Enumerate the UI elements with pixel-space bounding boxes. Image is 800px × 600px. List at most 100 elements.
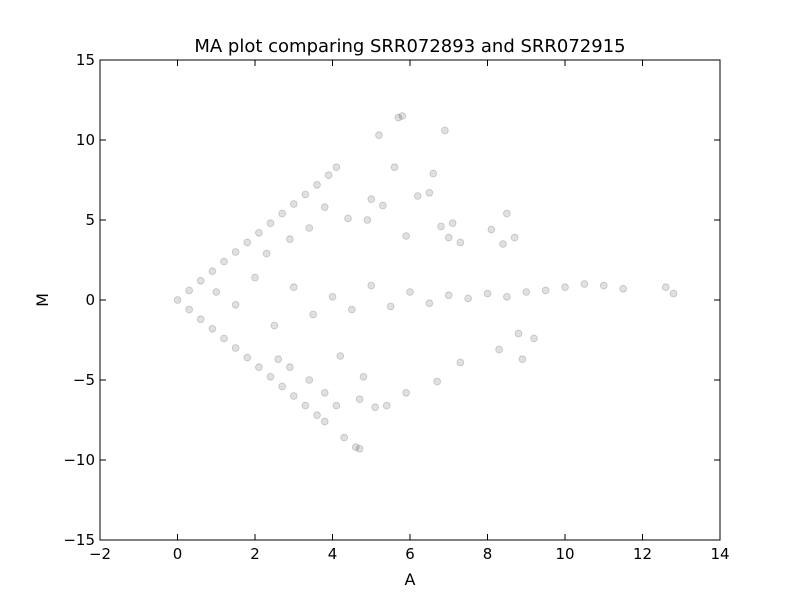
data-point — [309, 310, 317, 319]
data-point — [503, 209, 511, 218]
data-point — [522, 288, 531, 296]
data-point — [371, 403, 379, 412]
data-point — [243, 353, 252, 362]
data-point — [305, 224, 314, 232]
data-point — [255, 229, 263, 237]
data-point — [390, 163, 399, 172]
data-point — [382, 401, 391, 410]
data-point — [231, 248, 240, 256]
data-point — [320, 388, 329, 397]
data-point — [379, 201, 387, 210]
data-point — [328, 292, 337, 301]
data-point — [320, 417, 329, 426]
y-tick-label: 15 — [76, 51, 95, 69]
data-point — [599, 281, 608, 290]
data-point — [541, 286, 550, 295]
plot-area-frame — [99, 59, 721, 541]
axis-ticks: −2 0 2 4 6 8 10 12 14 −15 −10 −5 0 5 10 15 — [63, 51, 729, 563]
data-point — [196, 276, 205, 285]
y-tick-label: −10 — [63, 451, 95, 469]
data-point — [433, 377, 441, 386]
data-point — [332, 163, 341, 172]
data-point — [289, 283, 298, 292]
data-point — [456, 358, 465, 367]
data-point — [313, 181, 321, 189]
data-point — [495, 345, 503, 354]
data-point — [320, 203, 329, 212]
data-point — [444, 291, 453, 300]
data-point — [255, 363, 263, 372]
data-point — [251, 273, 259, 282]
x-tick-label: 2 — [250, 545, 260, 563]
data-point — [173, 296, 182, 304]
data-point — [286, 363, 294, 372]
data-point — [208, 324, 217, 333]
data-point — [367, 195, 376, 204]
data-point — [266, 219, 275, 228]
data-point — [402, 232, 410, 240]
data-point — [398, 112, 407, 120]
y-axis-title: M — [33, 293, 52, 307]
x-tick-label: 10 — [555, 545, 574, 563]
data-point — [351, 443, 360, 452]
data-point — [413, 192, 422, 200]
y-tick-label: −5 — [73, 371, 95, 389]
data-point — [510, 233, 519, 242]
data-point — [561, 283, 569, 292]
data-point — [669, 289, 678, 298]
data-point — [324, 171, 333, 180]
y-tick-label: 0 — [85, 291, 95, 309]
x-tick-label: −2 — [89, 545, 111, 563]
data-point — [386, 302, 395, 311]
data-point — [580, 280, 589, 288]
data-point — [196, 315, 205, 324]
data-point — [301, 401, 310, 410]
data-point — [425, 189, 434, 197]
y-tick-label: 5 — [85, 211, 95, 229]
data-point — [456, 238, 465, 247]
x-axis-title: A — [405, 570, 416, 589]
data-point — [355, 395, 364, 404]
data-point — [220, 334, 228, 343]
data-point — [212, 288, 221, 296]
data-point — [262, 249, 271, 258]
data-point — [375, 131, 383, 140]
data-point — [220, 257, 228, 266]
data-point — [208, 267, 217, 276]
data-point — [483, 289, 492, 298]
data-point — [278, 209, 286, 218]
data-point — [487, 225, 496, 234]
data-point — [289, 200, 298, 208]
data-point — [313, 411, 321, 420]
data-point — [231, 344, 240, 352]
x-tick-label: 14 — [710, 545, 729, 563]
x-tick-label: 12 — [633, 545, 652, 563]
data-point — [243, 238, 252, 247]
data-point — [530, 334, 538, 343]
x-tick-label: 4 — [328, 545, 338, 563]
x-tick-label: 8 — [483, 545, 493, 563]
data-point — [429, 169, 438, 178]
y-tick-label: −15 — [63, 531, 95, 549]
data-point — [344, 214, 352, 223]
data-point — [305, 376, 314, 384]
data-point — [340, 433, 348, 442]
data-point — [274, 355, 283, 364]
data-point — [231, 300, 240, 309]
data-point — [266, 372, 275, 381]
y-tick-label: 10 — [76, 131, 95, 149]
data-point — [270, 321, 279, 330]
data-point — [503, 292, 511, 301]
data-point — [348, 305, 356, 314]
data-point — [355, 444, 364, 453]
x-tick-label: 0 — [173, 545, 183, 563]
data-point — [278, 382, 286, 391]
data-point — [363, 216, 372, 224]
data-point — [336, 352, 345, 360]
data-point — [444, 233, 453, 242]
data-point — [448, 219, 457, 228]
chart-title: MA plot comparing SRR072893 and SRR07291… — [194, 36, 625, 57]
data-point — [441, 126, 449, 135]
data-point — [286, 235, 294, 244]
